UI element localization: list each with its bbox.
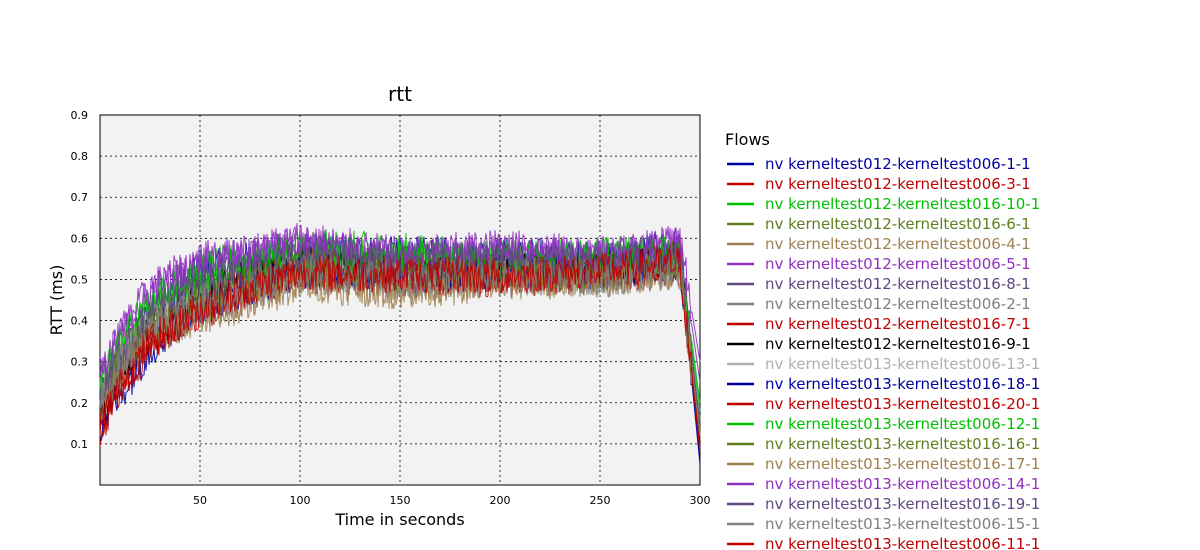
series-line bbox=[99, 237, 701, 424]
legend-entry: nv kerneltest013-kerneltest016-20-1 bbox=[765, 395, 1040, 413]
y-axis-label: RTT (ms) bbox=[47, 265, 66, 336]
legend-entry: nv kerneltest013-kerneltest006-15-1 bbox=[765, 515, 1040, 533]
legend-entry: nv kerneltest013-kerneltest006-14-1 bbox=[765, 475, 1040, 493]
legend-entry: nv kerneltest012-kerneltest016-9-1 bbox=[765, 335, 1031, 353]
x-tick-label: 50 bbox=[193, 494, 207, 507]
legend-entry: nv kerneltest012-kerneltest016-8-1 bbox=[765, 275, 1031, 293]
x-tick-label: 250 bbox=[590, 494, 611, 507]
y-axis-ticks: 0.1 0.2 0.3 0.4 0.5 0.6 0.7 0.8 0.9 bbox=[71, 109, 89, 451]
legend-entry: nv kerneltest013-kerneltest016-18-1 bbox=[765, 375, 1040, 393]
x-tick-label: 200 bbox=[490, 494, 511, 507]
legend-entry: nv kerneltest012-kerneltest016-10-1 bbox=[765, 195, 1040, 213]
x-axis-ticks: 50 100 150 200 250 300 bbox=[193, 494, 711, 507]
series-line bbox=[99, 223, 701, 375]
legend-entry: nv kerneltest012-kerneltest006-3-1 bbox=[765, 175, 1031, 193]
legend-entry: nv kerneltest013-kerneltest016-16-1 bbox=[765, 435, 1040, 453]
y-tick-label: 0.2 bbox=[71, 397, 89, 410]
y-tick-label: 0.3 bbox=[71, 356, 89, 369]
legend-entry: nv kerneltest012-kerneltest016-7-1 bbox=[765, 315, 1031, 333]
legend-entry: nv kerneltest013-kerneltest006-11-1 bbox=[765, 535, 1040, 550]
y-tick-label: 0.5 bbox=[71, 273, 89, 286]
x-tick-label: 300 bbox=[690, 494, 711, 507]
legend-entry: nv kerneltest013-kerneltest006-13-1 bbox=[765, 355, 1040, 373]
y-tick-label: 0.9 bbox=[71, 109, 89, 122]
series-line bbox=[99, 246, 701, 449]
y-tick-label: 0.4 bbox=[71, 315, 89, 328]
legend-entry: nv kerneltest013-kerneltest016-19-1 bbox=[765, 495, 1040, 513]
legend-entry: nv kerneltest012-kerneltest006-2-1 bbox=[765, 295, 1031, 313]
x-tick-label: 100 bbox=[290, 494, 311, 507]
legend-entry: nv kerneltest012-kerneltest006-5-1 bbox=[765, 255, 1031, 273]
x-axis-label: Time in seconds bbox=[334, 510, 464, 529]
legend-entry: nv kerneltest013-kerneltest016-17-1 bbox=[765, 455, 1040, 473]
y-tick-label: 0.1 bbox=[71, 438, 89, 451]
legend-entry: nv kerneltest012-kerneltest006-1-1 bbox=[765, 155, 1031, 173]
y-tick-label: 0.6 bbox=[71, 232, 89, 245]
legend-entry: nv kerneltest013-kerneltest006-12-1 bbox=[765, 415, 1040, 433]
series-lines bbox=[99, 223, 701, 465]
y-tick-label: 0.7 bbox=[71, 191, 89, 204]
legend-title: Flows bbox=[725, 130, 770, 149]
legend: nv kerneltest012-kerneltest006-1-1 nv ker… bbox=[727, 155, 1040, 550]
legend-entry: nv kerneltest012-kerneltest006-4-1 bbox=[765, 235, 1031, 253]
chart-title: rtt bbox=[388, 82, 412, 106]
x-tick-label: 150 bbox=[390, 494, 411, 507]
y-tick-label: 0.8 bbox=[71, 150, 89, 163]
legend-entry: nv kerneltest012-kerneltest016-6-1 bbox=[765, 215, 1031, 233]
